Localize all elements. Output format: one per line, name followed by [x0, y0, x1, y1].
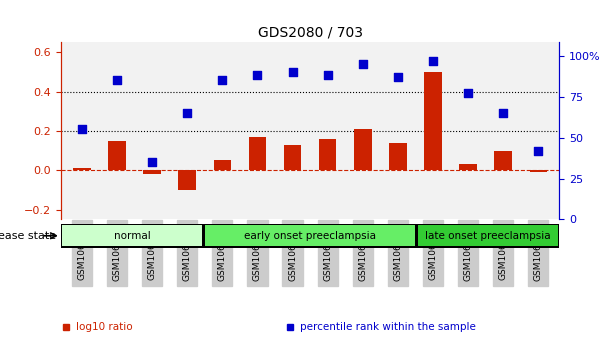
Bar: [424, 72, 442, 170]
Title: GDS2080 / 703: GDS2080 / 703: [258, 26, 362, 40]
Point: [112, 77, 122, 83]
Point: [393, 74, 402, 80]
Text: disease state: disease state: [0, 231, 57, 241]
Bar: [205, 225, 415, 246]
Bar: [459, 164, 477, 170]
Text: log10 ratio: log10 ratio: [76, 322, 133, 332]
Bar: [354, 129, 371, 170]
Bar: [178, 170, 196, 190]
Point: [252, 73, 262, 78]
Point: [533, 148, 543, 154]
Point: [288, 69, 297, 75]
Text: late onset preeclampsia: late onset preeclampsia: [426, 231, 551, 241]
Bar: [284, 145, 302, 170]
Bar: [494, 151, 512, 170]
Bar: [213, 160, 231, 170]
Bar: [418, 225, 558, 246]
Point: [147, 159, 157, 165]
Point: [323, 73, 333, 78]
Bar: [143, 170, 161, 174]
Point: [77, 126, 87, 132]
Text: percentile rank within the sample: percentile rank within the sample: [300, 322, 476, 332]
Bar: [108, 141, 126, 170]
Text: normal: normal: [114, 231, 150, 241]
Point: [428, 58, 438, 63]
Bar: [73, 169, 91, 170]
Bar: [530, 170, 547, 172]
Point: [182, 110, 192, 116]
Point: [463, 91, 473, 96]
Point: [218, 77, 227, 83]
Point: [499, 110, 508, 116]
Bar: [249, 137, 266, 170]
Bar: [319, 139, 336, 170]
Bar: [389, 143, 407, 170]
Text: early onset preeclampsia: early onset preeclampsia: [244, 231, 376, 241]
Point: [358, 61, 368, 67]
Bar: [62, 225, 202, 246]
